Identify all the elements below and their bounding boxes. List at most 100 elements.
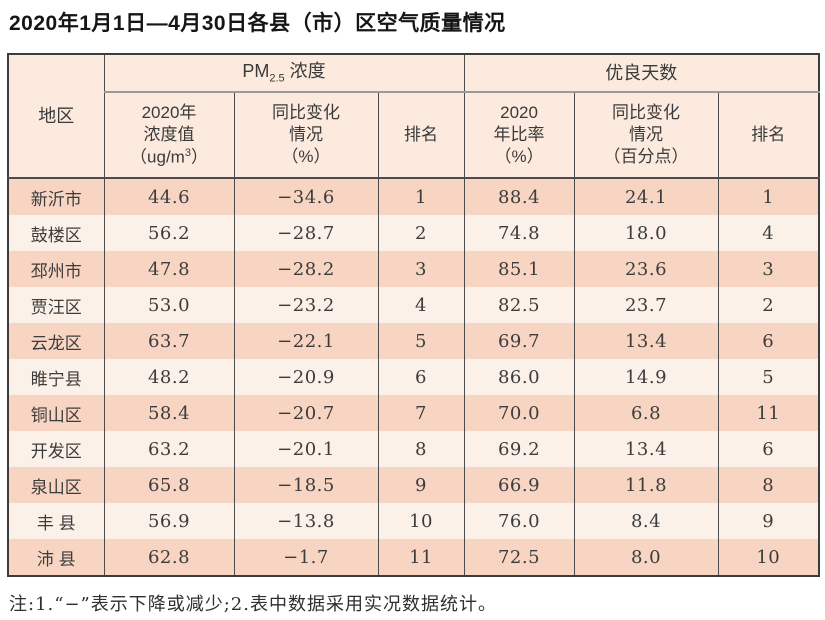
cell-region: 睢宁县 — [7, 359, 105, 396]
cell-pm-value: 63.7 — [103, 323, 235, 360]
cell-days-rank: 6 — [717, 431, 820, 468]
cell-pm-change: −28.2 — [233, 251, 379, 288]
cell-days-change: 8.4 — [573, 503, 719, 540]
cell-pm-rank: 11 — [377, 539, 465, 577]
cell-pm-change: −18.5 — [233, 467, 379, 504]
cell-days-rate: 74.8 — [463, 215, 575, 252]
table-row: 沛 县 62.8 −1.7 11 72.5 8.0 10 — [7, 539, 820, 577]
cell-days-rank: 9 — [717, 503, 820, 540]
pm-value-line2: 浓度值 — [143, 124, 195, 144]
cell-pm-rank: 9 — [377, 467, 465, 504]
cell-pm-value: 63.2 — [103, 431, 235, 468]
cell-region: 贾汪区 — [7, 287, 105, 324]
col-group-good-days: 优良天数 — [463, 54, 820, 94]
cell-days-change: 13.4 — [573, 323, 719, 360]
cell-days-rate: 88.4 — [463, 178, 575, 216]
cell-pm-change: −34.6 — [233, 178, 379, 216]
pm-value-unit-superscript: 3 — [184, 147, 191, 160]
cell-days-rank: 10 — [717, 539, 820, 577]
page-title: 2020年1月1日—4月30日各县（市）区空气质量情况 — [9, 12, 506, 35]
table-row: 云龙区 63.7 −22.1 5 69.7 13.4 6 — [7, 323, 820, 360]
cell-days-rate: 69.2 — [463, 431, 575, 468]
cell-pm-change: −13.8 — [233, 503, 379, 540]
table-row: 睢宁县 48.2 −20.9 6 86.0 14.9 5 — [7, 359, 820, 396]
cell-pm-change: −20.7 — [233, 395, 379, 432]
cell-pm-change: −22.1 — [233, 323, 379, 360]
cell-region: 新沂市 — [7, 178, 105, 216]
cell-pm-rank: 1 — [377, 178, 465, 216]
cell-days-rate: 86.0 — [463, 359, 575, 396]
pm-change-line1: 同比变化 — [272, 103, 340, 123]
pm-value-line1: 2020年 — [141, 102, 197, 122]
cell-days-rate: 69.7 — [463, 323, 575, 360]
cell-region: 泉山区 — [7, 467, 105, 504]
header-group-row: 地区 PM2.5 浓度 优良天数 — [7, 54, 820, 180]
cell-days-change: 18.0 — [573, 215, 719, 252]
cell-region: 丰 县 — [7, 503, 105, 540]
cell-pm-rank: 6 — [377, 359, 465, 396]
table-body: 新沂市 44.6 −34.6 1 88.4 24.1 1 鼓楼区 56.2 −2… — [7, 178, 820, 577]
pm-change-line2: 情况 — [289, 125, 323, 145]
table-header: 地区 PM2.5 浓度 优良天数 2020年 浓度值 （ug/m3） 同比变化 … — [7, 54, 820, 180]
cell-days-rank: 1 — [717, 178, 820, 216]
cell-days-change: 14.9 — [573, 359, 719, 396]
cell-pm-value: 53.0 — [103, 287, 235, 324]
cell-pm-value: 58.4 — [103, 395, 235, 432]
cell-pm-change: −20.9 — [233, 359, 379, 396]
cell-pm-value: 47.8 — [103, 251, 235, 288]
cell-pm-rank: 2 — [377, 215, 465, 252]
header-sub-row: 2020年 浓度值 （ug/m3） 同比变化 情况 （%） 排名 2020 年比… — [8, 92, 820, 180]
cell-days-rate: 72.5 — [463, 539, 575, 577]
cell-days-change: 13.4 — [573, 431, 719, 468]
cell-region: 邳州市 — [7, 251, 105, 288]
col-header-region: 地区 — [7, 54, 105, 180]
table-row: 泉山区 65.8 −18.5 9 66.9 11.8 8 — [7, 467, 820, 504]
pm25-label-suffix: 浓度 — [284, 61, 326, 82]
cell-pm-value: 65.8 — [103, 467, 235, 504]
days-rate-line1: 2020 — [500, 103, 538, 123]
cell-region: 铜山区 — [7, 395, 105, 432]
cell-pm-change: −20.1 — [233, 431, 379, 468]
days-change-line3: （百分点） — [603, 147, 689, 167]
col-header-pm-value: 2020年 浓度值 （ug/m3） — [103, 92, 235, 180]
cell-pm-change: −1.7 — [233, 539, 379, 577]
col-header-days-rank: 排名 — [717, 92, 820, 180]
cell-days-rate: 85.1 — [463, 251, 575, 288]
cell-pm-change: −28.7 — [233, 215, 379, 252]
table-row: 铜山区 58.4 −20.7 7 70.0 6.8 11 — [7, 395, 820, 432]
cell-pm-rank: 8 — [377, 431, 465, 468]
cell-days-rank: 11 — [717, 395, 820, 432]
cell-pm-value: 56.9 — [103, 503, 235, 540]
pm-value-unit-pre: （ug/m — [130, 147, 185, 167]
cell-region: 云龙区 — [7, 323, 105, 360]
days-change-line2: 情况 — [629, 125, 664, 145]
cell-pm-rank: 7 — [377, 395, 465, 432]
cell-pm-rank: 10 — [377, 503, 465, 540]
cell-days-rank: 8 — [717, 467, 820, 504]
pm-value-unit-post: ） — [190, 147, 208, 167]
days-rate-line3: （%） — [494, 147, 544, 167]
cell-days-change: 8.0 — [573, 539, 719, 577]
cell-days-change: 23.7 — [573, 287, 719, 324]
cell-days-rank: 2 — [717, 287, 820, 324]
cell-days-rank: 5 — [717, 359, 820, 396]
table-row: 新沂市 44.6 −34.6 1 88.4 24.1 1 — [7, 178, 820, 216]
pm-change-line3: （%） — [281, 147, 331, 167]
col-header-pm-change: 同比变化 情况 （%） — [233, 92, 379, 180]
pm25-label-subscript: 2.5 — [269, 72, 285, 85]
days-change-line1: 同比变化 — [612, 103, 681, 123]
cell-days-change: 6.8 — [573, 395, 719, 432]
air-quality-table: 地区 PM2.5 浓度 优良天数 2020年 浓度值 （ug/m3） 同比变化 … — [7, 53, 821, 578]
cell-days-rate: 76.0 — [463, 503, 575, 540]
cell-region: 开发区 — [7, 431, 105, 468]
table-row: 邳州市 47.8 −28.2 3 85.1 23.6 3 — [7, 251, 820, 288]
cell-region: 鼓楼区 — [7, 215, 105, 252]
col-header-pm-rank: 排名 — [377, 92, 465, 180]
cell-pm-change: −23.2 — [233, 287, 379, 324]
days-rate-line2: 年比率 — [493, 125, 545, 145]
table-row: 鼓楼区 56.2 −28.7 2 74.8 18.0 4 — [7, 215, 820, 252]
cell-days-change: 23.6 — [573, 251, 719, 288]
pm-value-unit: （ug/m3） — [105, 146, 233, 169]
cell-region: 沛 县 — [7, 539, 105, 577]
